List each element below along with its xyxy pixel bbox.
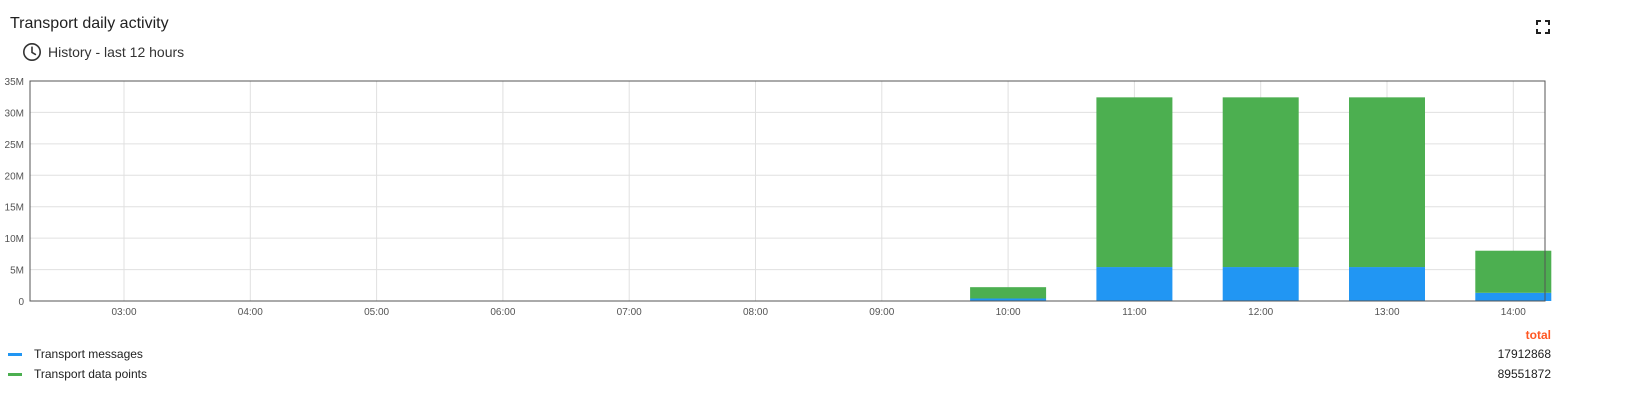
- bar-transport-data-points: [970, 287, 1047, 299]
- legend-total-header: total: [1525, 328, 1551, 342]
- widget-title: Transport daily activity: [10, 15, 169, 32]
- stacked-bar-chart: 0 5M 10M 15M 20M 25M 30M 35M 03:00 04:00 05:00 06:0…: [5, 77, 1552, 318]
- subtitle-text: History - last 12 hours: [48, 44, 185, 60]
- x-tick-label: 04:00: [238, 307, 263, 318]
- y-tick-label: 30M: [5, 108, 24, 119]
- bar-transport-messages: [1475, 292, 1552, 301]
- x-tick-label: 09:00: [869, 307, 894, 318]
- x-tick-label: 10:00: [996, 307, 1021, 318]
- y-tick-label: 10M: [5, 234, 24, 245]
- y-tick-label: 20M: [5, 171, 24, 182]
- x-tick-label: 08:00: [743, 307, 768, 318]
- plot-border: [29, 80, 1546, 302]
- y-tick-label: 25M: [5, 140, 24, 151]
- bar-transport-messages: [970, 298, 1047, 301]
- bar-transport-data-points: [1475, 250, 1552, 293]
- legend-total-value: 17912868: [1497, 347, 1551, 361]
- clock-icon: [23, 43, 41, 61]
- history-subtitle[interactable]: History - last 12 hours: [22, 42, 184, 62]
- bar-transport-messages: [1096, 267, 1173, 301]
- bar-transport-messages: [1222, 267, 1299, 301]
- legend-swatch-data-points: [8, 372, 22, 376]
- legend-swatch-messages: [8, 352, 22, 356]
- legend-label: Transport data points: [34, 367, 147, 381]
- y-tick-label: 0: [18, 297, 24, 308]
- x-tick-label: 05:00: [364, 307, 389, 318]
- y-tick-label: 35M: [5, 77, 24, 88]
- x-tick-label: 13:00: [1374, 307, 1399, 318]
- legend-item-transport-data-points[interactable]: Transport data points 89551872: [0, 365, 1551, 383]
- x-tick-label: 14:00: [1501, 307, 1526, 318]
- x-tick-label: 12:00: [1248, 307, 1273, 318]
- bar-transport-data-points: [1222, 97, 1299, 268]
- x-tick-label: 03:00: [111, 307, 136, 318]
- bar-transport-messages: [1349, 267, 1425, 301]
- legend-total-value: 89551872: [1497, 367, 1551, 381]
- x-tick-label: 06:00: [490, 307, 515, 318]
- x-tick-label: 11:00: [1122, 307, 1147, 318]
- fullscreen-icon[interactable]: [1536, 20, 1550, 34]
- x-tick-label: 07:00: [617, 307, 642, 318]
- legend-item-transport-messages[interactable]: Transport messages 17912868: [0, 345, 1551, 363]
- bar-transport-data-points: [1349, 97, 1425, 268]
- bar-transport-data-points: [1096, 97, 1173, 268]
- y-tick-label: 5M: [10, 266, 24, 277]
- y-tick-label: 15M: [5, 203, 24, 214]
- legend-label: Transport messages: [34, 347, 143, 361]
